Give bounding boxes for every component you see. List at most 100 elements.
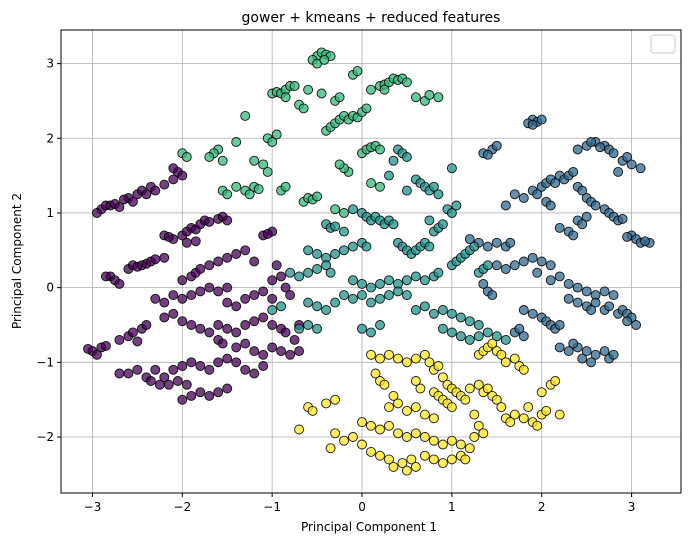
scatter-point-cluster-0 [249, 290, 260, 301]
scatter-point-cluster-4 [536, 387, 547, 398]
scatter-point-cluster-0 [163, 379, 174, 390]
scatter-point-cluster-1 [608, 148, 619, 159]
y-tick-label: 0 [46, 281, 54, 295]
x-axis-label: Principal Component 1 [301, 520, 437, 534]
scatter-point-cluster-2 [280, 181, 291, 192]
scatter-point-cluster-4 [410, 402, 421, 413]
scatter-point-cluster-1 [536, 114, 547, 125]
scatter-point-cluster-0 [123, 368, 134, 379]
scatter-point-cluster-2 [298, 103, 309, 114]
scatter-point-cluster-4 [446, 435, 457, 446]
scatter-point-cluster-1 [613, 166, 624, 177]
scatter-point-cluster-0 [83, 343, 93, 354]
scatter-point-cluster-3 [375, 293, 385, 304]
scatter-point-cluster-0 [195, 264, 206, 274]
scatter-point-cluster-3 [384, 170, 394, 181]
scatter-point-cluster-4 [428, 435, 439, 446]
scatter-point-cluster-2 [240, 110, 251, 121]
scatter-point-cluster-1 [500, 264, 511, 274]
scatter-point-cluster-3 [401, 290, 412, 301]
scatter-point-cluster-2 [231, 137, 242, 147]
scatter-point-cluster-3 [285, 267, 296, 278]
scatter-point-cluster-0 [204, 327, 215, 338]
scatter-point-cluster-3 [446, 308, 457, 319]
scatter-point-cluster-0 [114, 368, 125, 379]
scatter-point-cluster-4 [321, 398, 332, 409]
scatter-point-cluster-3 [482, 327, 493, 338]
scatter-point-cluster-3 [388, 219, 399, 230]
scatter-point-cluster-4 [446, 402, 457, 413]
scatter-point-cluster-1 [631, 320, 642, 330]
scatter-point-cluster-4 [410, 461, 421, 472]
x-tick-label: 2 [538, 500, 546, 514]
scatter-point-cluster-0 [177, 361, 188, 371]
scatter-point-cluster-2 [401, 77, 412, 88]
scatter-point-cluster-0 [204, 364, 215, 375]
scatter-point-cluster-0 [159, 179, 170, 190]
scatter-point-cluster-4 [437, 458, 448, 469]
scatter-point-cluster-3 [303, 297, 314, 308]
scatter-point-cluster-1 [590, 349, 601, 360]
scatter-point-cluster-1 [527, 252, 538, 263]
scatter-point-cluster-3 [393, 286, 403, 297]
scatter-point-cluster-3 [294, 323, 305, 334]
scatter-point-cluster-4 [541, 405, 552, 416]
scatter-point-cluster-4 [384, 420, 394, 431]
scatter-point-cluster-1 [509, 189, 520, 200]
scatter-point-cluster-0 [154, 379, 165, 390]
scatter-point-cluster-0 [249, 316, 260, 327]
scatter-point-cluster-0 [150, 185, 161, 196]
scatter-point-cluster-4 [509, 353, 520, 364]
scatter-point-cluster-0 [222, 215, 233, 226]
scatter-point-cluster-0 [289, 334, 300, 345]
scatter-point-cluster-1 [527, 119, 538, 130]
scatter-point-cluster-0 [231, 249, 242, 259]
scatter-point-cluster-4 [384, 349, 394, 360]
scatter-point-cluster-2 [258, 159, 269, 170]
scatter-point-cluster-0 [213, 357, 224, 368]
scatter-point-cluster-2 [244, 189, 255, 200]
scatter-point-cluster-4 [366, 420, 376, 431]
scatter-point-cluster-1 [518, 193, 529, 203]
scatter-point-cluster-3 [321, 305, 332, 315]
scatter-point-cluster-0 [240, 320, 251, 330]
scatter-point-cluster-4 [554, 409, 565, 420]
scatter-point-cluster-1 [590, 297, 601, 308]
scatter-point-cluster-1 [491, 260, 502, 271]
scatter-point-cluster-4 [325, 443, 336, 454]
scatter-point-cluster-0 [222, 323, 233, 334]
scatter-point-cluster-0 [258, 361, 269, 371]
scatter-point-cluster-1 [509, 260, 520, 271]
scatter-point-cluster-1 [491, 140, 502, 151]
scatter-point-cluster-1 [586, 137, 597, 147]
scatter-point-cluster-3 [473, 320, 484, 330]
scatter-point-cluster-3 [451, 200, 462, 211]
scatter-point-cluster-2 [217, 155, 228, 166]
scatter-point-cluster-4 [415, 383, 426, 394]
scatter-point-cluster-2 [222, 189, 233, 200]
scatter-point-cluster-0 [213, 387, 224, 398]
scatter-point-cluster-3 [401, 275, 412, 286]
scatter-point-cluster-3 [401, 152, 412, 162]
scatter-point-cluster-4 [330, 394, 341, 405]
scatter-point-cluster-4 [388, 390, 399, 401]
y-tick-label: −2 [36, 430, 54, 444]
scatter-point-cluster-3 [437, 305, 448, 315]
scatter-point-cluster-0 [240, 338, 251, 349]
scatter-point-cluster-0 [240, 293, 251, 304]
scatter-point-cluster-0 [213, 256, 224, 267]
scatter-point-cluster-3 [276, 301, 287, 312]
scatter-point-cluster-3 [361, 241, 372, 252]
scatter-point-cluster-4 [401, 465, 412, 476]
scatter-point-cluster-4 [518, 413, 529, 424]
scatter-point-cluster-1 [572, 297, 583, 308]
scatter-point-cluster-3 [357, 323, 367, 334]
scatter-point-cluster-1 [545, 260, 556, 271]
scatter-point-cluster-0 [285, 349, 296, 360]
scatter-point-cluster-0 [150, 364, 161, 375]
scatter-point-cluster-3 [424, 241, 435, 252]
scatter-point-cluster-4 [428, 413, 439, 424]
scatter-point-cluster-1 [518, 256, 529, 267]
scatter-point-cluster-1 [545, 200, 556, 211]
scatter-point-cluster-2 [289, 81, 300, 91]
